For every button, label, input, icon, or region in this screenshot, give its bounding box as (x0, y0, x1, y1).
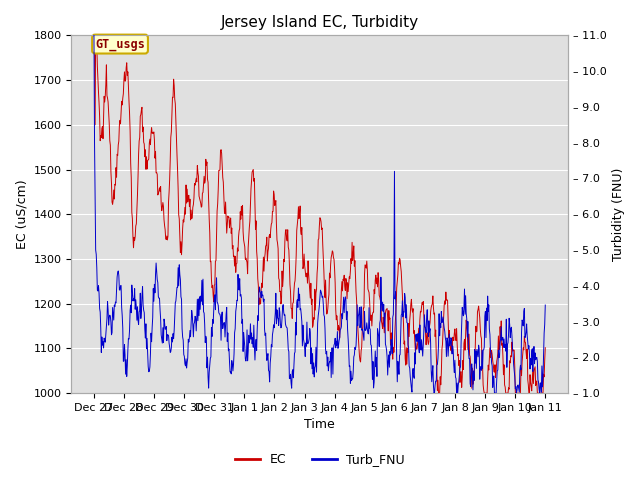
Y-axis label: EC (uS/cm): EC (uS/cm) (15, 180, 28, 249)
Title: Jersey Island EC, Turbidity: Jersey Island EC, Turbidity (221, 15, 419, 30)
Y-axis label: Turbidity (FNU): Turbidity (FNU) (612, 168, 625, 261)
Legend: EC, Turb_FNU: EC, Turb_FNU (230, 448, 410, 471)
X-axis label: Time: Time (304, 419, 335, 432)
Text: GT_usgs: GT_usgs (95, 37, 145, 50)
